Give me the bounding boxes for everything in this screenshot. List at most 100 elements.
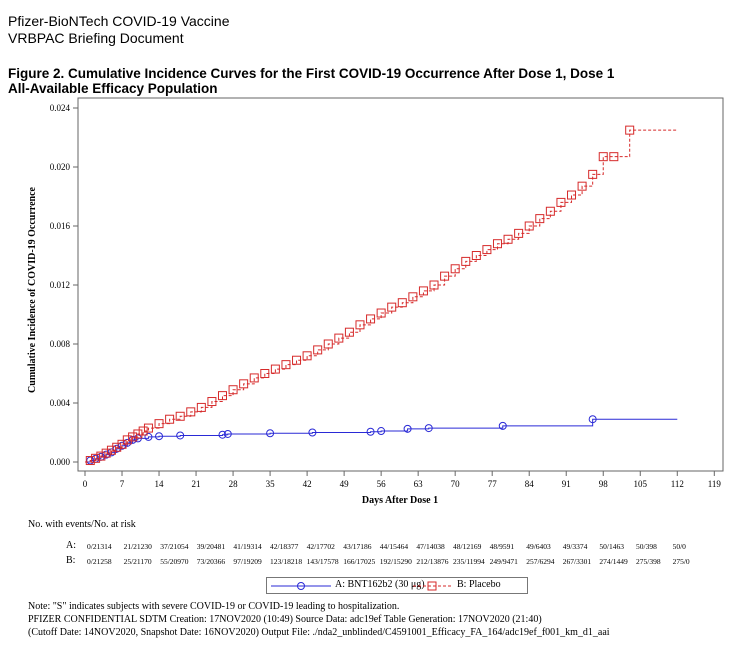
data-point bbox=[266, 429, 275, 438]
risk-cell: 42/17702 bbox=[306, 542, 335, 551]
risk-cell: 44/15464 bbox=[379, 542, 409, 551]
risk-cell: 192/15290 bbox=[379, 557, 412, 566]
data-point bbox=[598, 152, 608, 162]
x-tick-label: 42 bbox=[303, 479, 312, 489]
doc-header-line1: Pfizer-BioNTech COVID-19 Vaccine bbox=[8, 13, 230, 29]
y-axis-label: Cumulative Incidence of COVID-19 Occurre… bbox=[27, 186, 38, 392]
data-point bbox=[492, 239, 502, 249]
x-tick-label: 35 bbox=[266, 479, 276, 489]
series-line-bnt162b2 bbox=[85, 418, 678, 463]
x-axis: 0 7 14 21 28 35 42 49 56 63 70 77 84 91 98 105 112 119 bbox=[83, 471, 722, 489]
data-point bbox=[85, 456, 95, 466]
data-point bbox=[567, 190, 577, 200]
data-point bbox=[535, 214, 545, 224]
legend-label-b: B: Placebo bbox=[457, 579, 501, 590]
data-point bbox=[218, 430, 227, 439]
data-point bbox=[514, 228, 524, 238]
data-point bbox=[196, 402, 206, 412]
plot-frame bbox=[77, 97, 724, 472]
data-point bbox=[418, 286, 428, 296]
data-point bbox=[228, 385, 238, 395]
y-tick-label: 0.000 bbox=[50, 457, 71, 467]
legend-line-b-icon bbox=[413, 581, 453, 591]
risk-cell: 0/21258 bbox=[87, 557, 112, 566]
risk-table-title: No. with events/No. at risk bbox=[28, 519, 136, 530]
data-point bbox=[424, 424, 433, 433]
data-point bbox=[323, 339, 333, 349]
data-point bbox=[133, 429, 143, 439]
data-point bbox=[556, 197, 566, 207]
risk-cell: 25/21170 bbox=[123, 557, 152, 566]
data-point bbox=[292, 355, 302, 365]
data-point bbox=[112, 442, 122, 452]
data-point bbox=[387, 302, 397, 312]
data-point bbox=[176, 431, 185, 440]
risk-cell: 275/0 bbox=[672, 557, 690, 566]
data-point bbox=[302, 351, 312, 361]
risk-cell: 42/18377 bbox=[270, 542, 299, 551]
data-point bbox=[207, 397, 217, 407]
legend-label-a: A: BNT162b2 (30 μg) bbox=[335, 579, 425, 590]
doc-header-line2: VRBPAC Briefing Document bbox=[8, 30, 184, 46]
x-tick-label: 7 bbox=[120, 479, 125, 489]
data-point bbox=[239, 379, 249, 389]
y-tick-label: 0.016 bbox=[50, 221, 71, 231]
data-point bbox=[165, 414, 175, 424]
risk-cell: 249/9471 bbox=[489, 557, 518, 566]
data-point bbox=[91, 453, 101, 463]
x-tick-label: 28 bbox=[229, 479, 239, 489]
x-tick-label: 119 bbox=[708, 479, 722, 489]
data-point bbox=[260, 369, 270, 378]
data-point bbox=[588, 415, 597, 424]
risk-cell: 55/20970 bbox=[160, 557, 189, 566]
data-point bbox=[334, 333, 344, 343]
x-tick-label: 21 bbox=[192, 479, 201, 489]
risk-cell: 48/12169 bbox=[453, 542, 482, 551]
risk-cell: 43/17186 bbox=[343, 542, 372, 551]
x-tick-label: 70 bbox=[451, 479, 461, 489]
data-point bbox=[440, 271, 450, 281]
data-point bbox=[217, 391, 227, 401]
risk-cell: 50/398 bbox=[636, 542, 657, 551]
data-point bbox=[144, 432, 153, 441]
data-point bbox=[429, 280, 439, 290]
data-point bbox=[376, 308, 386, 318]
data-point bbox=[223, 429, 232, 438]
risk-cell: 50/1463 bbox=[599, 542, 624, 551]
data-point bbox=[344, 327, 354, 337]
note-line3: (Cutoff Date: 14NOV2020, Snapshot Date: … bbox=[28, 627, 610, 638]
x-tick-label: 112 bbox=[671, 479, 684, 489]
risk-cell: 275/398 bbox=[636, 557, 661, 566]
risk-cell: 41/19314 bbox=[233, 542, 262, 551]
series-layer bbox=[85, 125, 678, 466]
risk-cell: 0/21314 bbox=[87, 542, 112, 551]
risk-cell: 48/9591 bbox=[489, 542, 515, 551]
risk-row-a-label: A: bbox=[66, 540, 76, 551]
data-point bbox=[524, 221, 534, 231]
data-point bbox=[545, 206, 555, 216]
data-point bbox=[249, 373, 259, 383]
x-tick-label: 77 bbox=[488, 479, 498, 489]
data-point bbox=[408, 292, 418, 302]
risk-cell: 49/6403 bbox=[526, 542, 551, 551]
data-point bbox=[281, 360, 291, 370]
data-point bbox=[138, 426, 148, 436]
risk-cell: 267/3301 bbox=[562, 557, 592, 566]
data-point bbox=[450, 264, 460, 274]
data-point bbox=[397, 298, 407, 308]
risk-cell: 47/14038 bbox=[416, 542, 445, 551]
risk-cell: 37/21054 bbox=[160, 542, 189, 551]
x-tick-label: 56 bbox=[377, 479, 387, 489]
risk-cell: 49/3374 bbox=[562, 542, 588, 551]
risk-cell: 274/1449 bbox=[599, 557, 628, 566]
data-point bbox=[625, 125, 635, 135]
data-point bbox=[355, 320, 365, 330]
data-point bbox=[308, 428, 317, 437]
data-point bbox=[403, 424, 412, 433]
data-point bbox=[503, 234, 513, 244]
y-tick-label: 0.008 bbox=[50, 339, 71, 349]
data-point bbox=[175, 411, 185, 421]
x-tick-label: 84 bbox=[525, 479, 535, 489]
x-tick-label: 105 bbox=[634, 479, 648, 489]
